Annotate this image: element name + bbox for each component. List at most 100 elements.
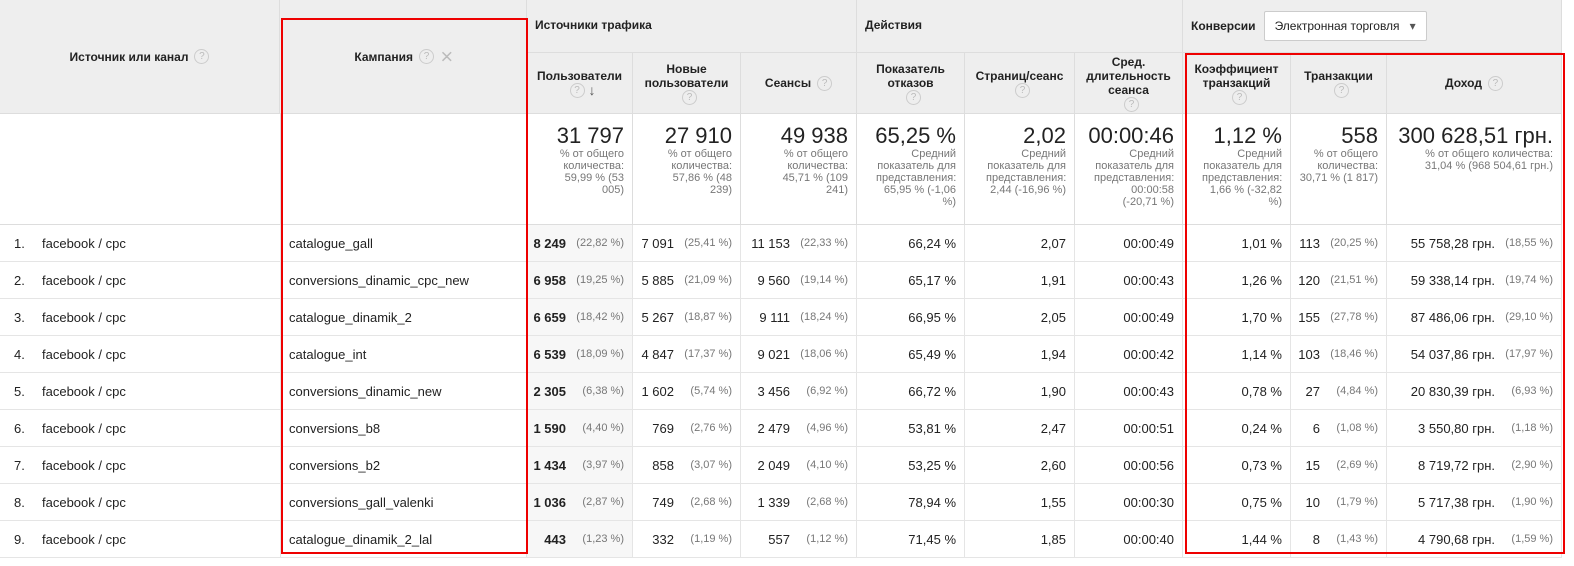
metric-value: 2,47 xyxy=(1040,420,1066,436)
total-value: 27 910 xyxy=(664,123,732,148)
metric-value: 0,73 % xyxy=(1241,457,1282,473)
column-header[interactable]: Сред. длительность сеанса? xyxy=(1075,53,1183,114)
metric-cell: 27 (4,84 %) xyxy=(1291,373,1387,410)
metric-value: 65,17 % xyxy=(908,272,956,288)
column-label: Страниц/сеанс xyxy=(975,68,1064,83)
metric-value: 1,44 % xyxy=(1241,531,1282,547)
metric-cell: 00:00:51 xyxy=(1075,410,1183,447)
metric-cell: 749 (2,68 %) xyxy=(633,484,741,521)
metric-cell: 78,94 % xyxy=(857,484,965,521)
metric-cell: 6 958 (19,25 %) xyxy=(527,262,633,299)
column-header[interactable]: Показатель отказов? xyxy=(857,53,965,114)
metric-cell: 0,24 % xyxy=(1183,410,1291,447)
metric-value: 71,45 % xyxy=(908,531,956,547)
source-cell: 6. facebook / cpc xyxy=(0,410,281,447)
total-note: % от общего количества: 57,86 % (48 239) xyxy=(667,148,732,196)
metric-percent: (1,90 %) xyxy=(1511,496,1553,508)
metric-percent: (3,97 %) xyxy=(582,459,624,471)
metric-value: 1 602 xyxy=(641,383,674,399)
metric-value: 5 717,38 грн. xyxy=(1418,494,1495,510)
metric-percent: (2,69 %) xyxy=(1336,459,1378,471)
help-icon: ? xyxy=(1232,89,1247,105)
metric-percent: (19,74 %) xyxy=(1505,274,1553,286)
dropdown[interactable]: Электронная торговля ▾ xyxy=(1263,11,1427,41)
column-header[interactable]: Доход? xyxy=(1387,53,1562,114)
metric-value: 113 xyxy=(1299,235,1320,251)
metric-cell: 66,72 % xyxy=(857,373,965,410)
metric-cell: 1 434 (3,97 %) xyxy=(527,447,633,484)
metric-cell: 4 790,68 грн. (1,59 %) xyxy=(1387,521,1562,558)
metric-percent: (4,84 %) xyxy=(1336,385,1378,397)
metric-cell: 1,55 xyxy=(965,484,1075,521)
metric-percent: (29,10 %) xyxy=(1505,311,1553,323)
metric-cell: 1,70 % xyxy=(1183,299,1291,336)
total-note: % от общего количества: 45,71 % (109 241… xyxy=(782,148,848,196)
metric-value: 120 xyxy=(1298,272,1320,288)
help-icon: ? xyxy=(1487,75,1503,91)
metric-value: 0,78 % xyxy=(1241,383,1282,399)
metric-cell: 1,01 % xyxy=(1183,225,1291,262)
column-header[interactable]: Источник или канал? xyxy=(0,0,280,114)
metric-value: 1,55 xyxy=(1040,494,1066,510)
column-label: Показатель отказов xyxy=(876,61,945,90)
metric-cell: 59 338,14 грн. (19,74 %) xyxy=(1387,262,1562,299)
column-header[interactable]: Новые пользователи? xyxy=(633,53,741,114)
metric-percent: (22,82 %) xyxy=(576,237,624,249)
source: facebook / cpc xyxy=(42,457,126,473)
source-cell: 8. facebook / cpc xyxy=(0,484,281,521)
metric-percent: (2,68 %) xyxy=(806,496,848,508)
column-header[interactable]: Коэффициент транзакций? xyxy=(1183,53,1291,114)
source: facebook / cpc xyxy=(42,272,126,288)
source-cell: 4. facebook / cpc xyxy=(0,336,281,373)
metric-value: 00:00:43 xyxy=(1123,272,1174,288)
metric-value: 2,60 xyxy=(1040,457,1066,473)
metric-percent: (17,37 %) xyxy=(684,348,732,360)
metric-percent: (21,51 %) xyxy=(1330,274,1378,286)
metric-percent: (2,68 %) xyxy=(690,496,732,508)
total-cell: 27 910% от общего количества: 57,86 % (4… xyxy=(633,114,741,225)
column-label: Новые пользователи xyxy=(644,61,729,90)
metric-percent: (1,18 %) xyxy=(1511,422,1553,434)
metric-percent: (5,74 %) xyxy=(690,385,732,397)
column-label: Сеансы xyxy=(764,76,812,90)
total-cell: 2,02 Средний показатель для представления… xyxy=(965,114,1075,225)
metric-cell: 0,75 % xyxy=(1183,484,1291,521)
metric-value: 2,07 xyxy=(1040,235,1066,251)
help-icon: ? xyxy=(1015,82,1030,98)
metric-value: 53,25 % xyxy=(908,457,956,473)
metric-cell: 1 339 (2,68 %) xyxy=(741,484,857,521)
sort-arrow: ↓ xyxy=(588,82,596,98)
metric-percent: (18,09 %) xyxy=(576,348,624,360)
metric-percent: (4,96 %) xyxy=(806,422,848,434)
column-header[interactable]: Пользователи? ↓ xyxy=(527,53,633,114)
column-header[interactable]: Сеансы? xyxy=(741,53,857,114)
source: facebook / cpc xyxy=(42,420,126,436)
metric-cell: 1,44 % xyxy=(1183,521,1291,558)
metric-percent: (19,14 %) xyxy=(800,274,848,286)
column-header[interactable]: Транзакции? xyxy=(1291,53,1387,114)
help-icon: ? xyxy=(418,49,434,64)
row-index: 4. xyxy=(14,346,25,362)
metric-value: 59 338,14 грн. xyxy=(1410,272,1495,288)
metric-value: 155 xyxy=(1298,309,1320,325)
column-label: Коэффициент транзакций xyxy=(1194,61,1279,90)
metric-cell: 4 847 (17,37 %) xyxy=(633,336,741,373)
source-cell: 1. facebook / cpc xyxy=(0,225,281,262)
metric-cell: 2 049 (4,10 %) xyxy=(741,447,857,484)
metric-percent: (17,97 %) xyxy=(1505,348,1553,360)
metric-value: 1,94 xyxy=(1040,346,1066,362)
row-index: 1. xyxy=(14,235,25,251)
metric-value: 0,75 % xyxy=(1241,494,1282,510)
metric-percent: (4,40 %) xyxy=(582,422,624,434)
metric-cell: 2 305 (6,38 %) xyxy=(527,373,633,410)
row-index: 2. xyxy=(14,272,25,288)
help-icon: ? xyxy=(569,82,585,98)
metric-value: 2,05 xyxy=(1040,309,1066,325)
column-label: Пользователи xyxy=(536,68,623,83)
metric-value: 1 036 xyxy=(533,494,566,510)
highlight-box xyxy=(1185,53,1565,554)
column-header[interactable]: Страниц/сеанс? xyxy=(965,53,1075,114)
total-note: Средний показатель для представления: 1,… xyxy=(1202,148,1283,208)
metric-value: 443 xyxy=(544,531,566,547)
metric-cell: 3 550,80 грн. (1,18 %) xyxy=(1387,410,1562,447)
